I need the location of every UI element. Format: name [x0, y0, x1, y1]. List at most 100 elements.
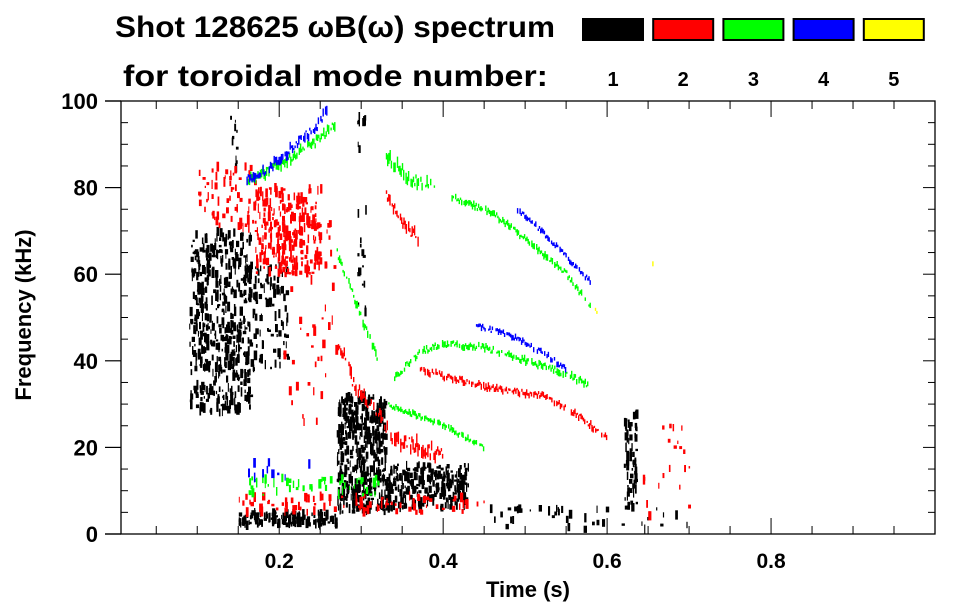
spectrum-mark	[246, 269, 250, 272]
spectrum-mark	[408, 221, 410, 232]
track-mode-4	[246, 105, 328, 186]
spectrum-mark	[458, 489, 461, 496]
spectrum-mark	[507, 332, 509, 336]
spectrum-mark	[200, 390, 204, 395]
spectrum-mark	[477, 203, 480, 208]
spectrum-mark	[282, 266, 286, 273]
spectrum-mark	[193, 325, 196, 334]
spectrum-mark	[493, 210, 495, 217]
spectrum-mark	[632, 451, 635, 457]
spectrum-mark	[468, 439, 470, 443]
spectrum-mark	[244, 327, 248, 330]
spectrum-mark	[516, 208, 519, 214]
spectrum-mark	[509, 224, 511, 231]
spectrum-mark	[487, 382, 490, 390]
spectrum-mark	[290, 145, 293, 149]
spectrum-mark	[537, 228, 539, 231]
spectrum-mark	[519, 358, 521, 363]
spectrum-mark	[237, 192, 240, 199]
spectrum-mark	[240, 381, 243, 385]
spectrum-mark	[248, 299, 252, 303]
spectrum-mark	[202, 243, 205, 252]
spectrum-mark	[688, 466, 691, 469]
spectrum-mark	[277, 159, 279, 165]
spectrum-mark	[254, 513, 258, 520]
spectrum-mark	[635, 478, 638, 483]
spectrum-mark	[282, 512, 286, 521]
spectrum-mark	[216, 226, 220, 236]
spectrum-mark	[489, 210, 492, 217]
spectrum-mark	[569, 259, 571, 265]
spectrum-mark	[648, 511, 652, 521]
spectrum-mark	[376, 448, 380, 454]
spectrum-mark	[460, 492, 464, 503]
spectrum-mark	[407, 467, 411, 472]
spectrum-mark	[341, 423, 344, 427]
spectrum-mark	[522, 236, 525, 240]
spectrum-mark	[369, 420, 372, 423]
spectrum-mark	[402, 442, 404, 449]
spectrum-mark	[246, 264, 249, 274]
spectrum-mark	[285, 151, 288, 161]
spectrum-mark	[198, 191, 202, 196]
spectrum-mark	[605, 506, 610, 513]
spectrum-mark	[218, 386, 221, 392]
spectrum-mark	[343, 414, 345, 420]
spectrum-mark	[435, 504, 439, 509]
spectrum-mark	[239, 318, 242, 322]
spectrum-mark	[629, 488, 633, 493]
spectrum-mark	[634, 434, 638, 442]
spectrum-mark	[204, 206, 206, 213]
spectrum-mark	[387, 154, 389, 167]
spectrum-mark	[253, 350, 258, 361]
spectrum-mark	[195, 404, 200, 409]
spectrum-mark	[454, 474, 458, 477]
spectrum-mark	[312, 129, 315, 133]
spectrum-mark	[273, 220, 277, 228]
spectrum-mark	[555, 371, 557, 374]
spectrum-mark	[267, 458, 271, 467]
spectrum-mark	[386, 496, 390, 501]
spectrum-mark	[191, 272, 193, 282]
spectrum-mark	[393, 464, 395, 474]
spectrum-mark	[397, 431, 400, 445]
spectrum-mark	[402, 493, 405, 499]
spectrum-mark	[267, 242, 271, 249]
spectrum-mark	[304, 197, 308, 203]
spectrum-mark	[475, 440, 478, 445]
spectrum-mark	[278, 161, 280, 171]
spectrum-mark	[337, 257, 340, 261]
spectrum-mark	[285, 290, 290, 296]
spectrum-mark	[413, 447, 415, 453]
spectrum-mark	[413, 488, 417, 493]
spectrum-mark	[222, 232, 225, 242]
spectrum-mark	[196, 312, 199, 316]
spectrum-mark	[225, 169, 229, 175]
spectrum-mark	[256, 254, 258, 261]
spectrum-mark	[459, 375, 461, 380]
spectrum-mark	[370, 451, 375, 456]
spectrum-mark	[343, 271, 345, 277]
spectrum-mark	[239, 326, 243, 329]
spectrum-mark	[601, 432, 603, 438]
spectrum-mark	[374, 430, 378, 440]
spectrum-mark	[416, 433, 418, 447]
spectrum-mark	[519, 235, 521, 240]
spectrum-mark	[270, 233, 272, 239]
spectrum-mark	[441, 371, 443, 377]
spectrum-mark	[594, 307, 597, 311]
spectrum-mark	[561, 270, 563, 273]
spectrum-mark	[579, 413, 581, 416]
spectrum-mark	[200, 397, 203, 402]
spectrum-mark	[563, 268, 566, 272]
spectrum-mark	[204, 185, 206, 188]
spectrum-mark	[212, 368, 214, 377]
spectrum-mark	[410, 444, 412, 455]
spectrum-mark	[667, 438, 671, 443]
spectrum-mark	[457, 432, 459, 438]
spectrum-mark	[273, 510, 275, 521]
spectrum-mark	[416, 483, 420, 487]
spectrum-mark	[424, 415, 426, 422]
spectrum-mark	[285, 508, 287, 519]
